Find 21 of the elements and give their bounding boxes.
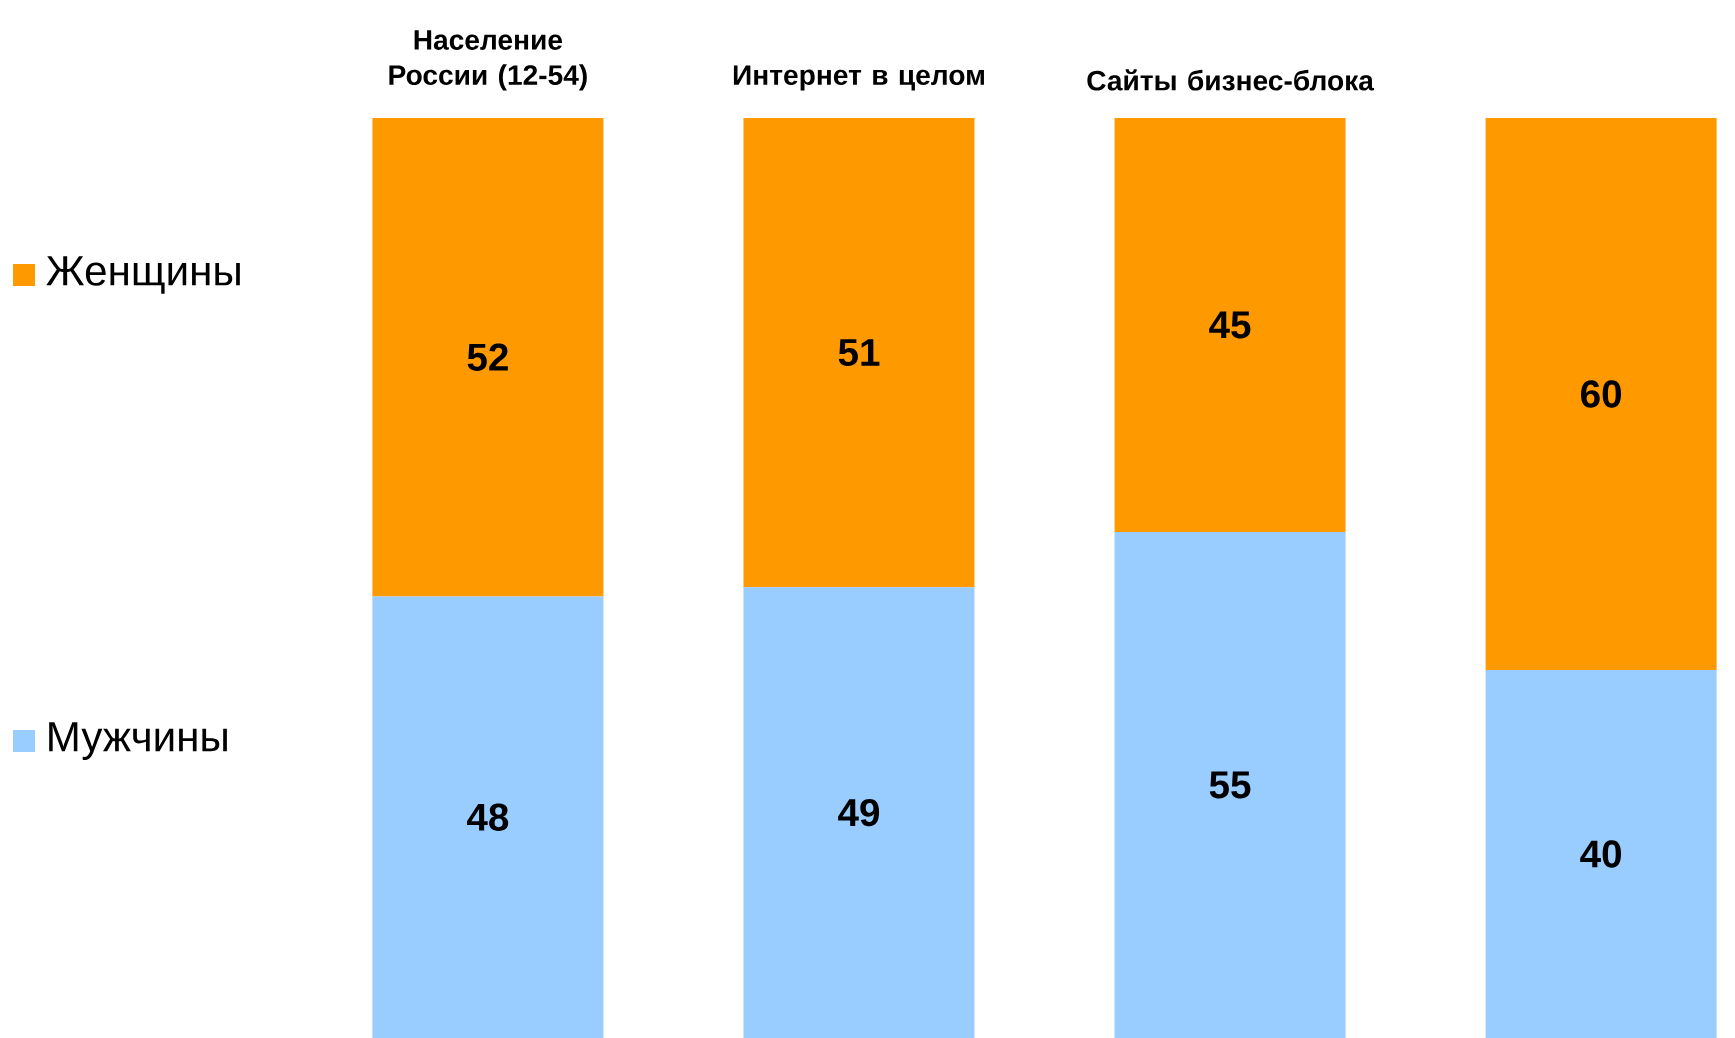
data-label: 55 bbox=[1209, 771, 1251, 799]
data-label: 40 bbox=[1580, 840, 1622, 868]
bar bbox=[1485, 118, 1717, 671]
bar bbox=[743, 118, 975, 588]
legend-label: Мужчины bbox=[49, 722, 227, 760]
x-tick-label: Сайты бизнес-блока bbox=[1087, 69, 1375, 91]
legend-label: Женщины bbox=[46, 256, 240, 294]
bar bbox=[1114, 118, 1346, 532]
bar bbox=[1114, 532, 1346, 1038]
data-label: 52 bbox=[467, 343, 508, 371]
bar bbox=[743, 587, 975, 1038]
data-label: 60 bbox=[1581, 380, 1622, 408]
bar bbox=[1485, 670, 1717, 1038]
data-label: 45 bbox=[1209, 311, 1251, 339]
bar bbox=[372, 596, 604, 1038]
x-tick-label: Население России (12-54) bbox=[389, 30, 587, 91]
data-label: 48 bbox=[467, 803, 509, 831]
data-label: 51 bbox=[838, 339, 880, 367]
bar bbox=[372, 118, 604, 597]
data-label: 49 bbox=[838, 798, 880, 827]
x-tick-label: Интернет в целом bbox=[733, 65, 984, 91]
